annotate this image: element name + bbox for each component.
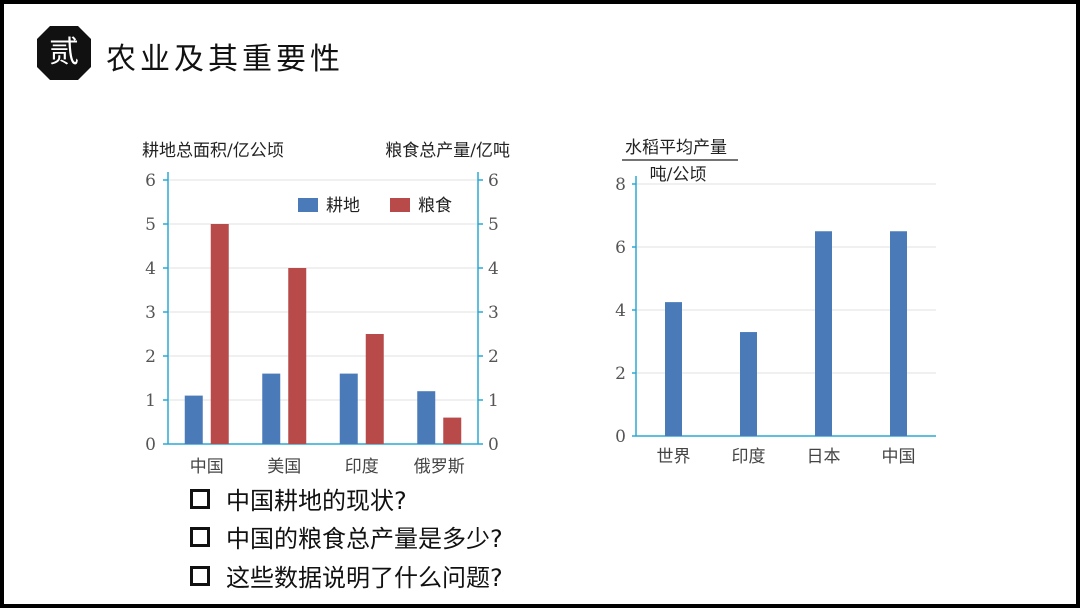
y-tick-label: 8 — [615, 175, 626, 195]
x-tick-label: 美国 — [267, 457, 301, 477]
section-number: 贰 — [49, 35, 79, 70]
x-tick-label: 俄罗斯 — [414, 457, 465, 477]
x-tick-label: 中国 — [882, 447, 916, 467]
bar-rice-yield — [740, 332, 757, 436]
question-text: 中国的粮食总产量是多少? — [226, 525, 503, 553]
checkbox-icon — [190, 565, 210, 586]
y-tick-label: 2 — [615, 364, 626, 384]
y-tick-label: 2 — [145, 347, 156, 367]
section-badge-icon — [37, 26, 91, 80]
y-tick-label: 6 — [615, 238, 626, 258]
x-tick-label: 印度 — [732, 447, 766, 467]
question-item: 这些数据说明了什么问题? — [190, 558, 503, 593]
page-title: 农业及其重要性 — [106, 42, 344, 77]
bar-rice-yield — [665, 302, 682, 436]
bar-farmland — [417, 391, 436, 444]
checkbox-icon — [190, 488, 210, 509]
slide: 贰 农业及其重要性 0 0 1 1 2 2 3 3 4 4 5 5 6 6 耕地总面积/亿公顷 粮食总产量/亿… — [4, 4, 1076, 604]
y-right-tick-label: 3 — [488, 303, 499, 323]
y-right-tick-label: 4 — [488, 259, 499, 279]
bar-rice-yield — [815, 231, 832, 436]
legend-label: 耕地 — [326, 196, 360, 216]
y-axis-label-bottom: 吨/公顷 — [650, 165, 707, 185]
question-item: 中国耕地的现状? — [190, 481, 407, 516]
bar-grain — [210, 224, 229, 444]
x-tick-label: 日本 — [807, 447, 841, 467]
y-tick-label: 3 — [145, 303, 156, 323]
x-tick-label: 世界 — [657, 447, 691, 467]
bar-farmland — [339, 373, 358, 444]
y-axis-label-top: 水稻平均产量 — [625, 138, 727, 158]
legend-swatch — [390, 198, 410, 212]
y-right-tick-label: 6 — [488, 171, 499, 191]
y-axis-left-label: 耕地总面积/亿公顷 — [142, 141, 284, 161]
y-right-tick-label: 2 — [488, 347, 499, 367]
y-right-tick-label: 1 — [488, 391, 499, 411]
x-tick-label: 中国 — [190, 457, 224, 477]
bar-grain — [288, 268, 307, 444]
y-tick-label: 6 — [145, 171, 156, 191]
bar-farmland — [262, 373, 281, 444]
x-tick-label: 印度 — [345, 457, 379, 477]
legend-label: 粮食 — [418, 196, 452, 216]
y-right-tick-label: 5 — [488, 215, 499, 235]
question-text: 中国耕地的现状? — [226, 487, 407, 515]
checkbox-icon — [190, 526, 210, 547]
y-axis-right-label: 粮食总产量/亿吨 — [385, 141, 510, 161]
y-tick-label: 0 — [145, 435, 156, 455]
bar-rice-yield — [890, 231, 907, 436]
y-tick-label: 0 — [615, 427, 626, 447]
y-tick-label: 4 — [615, 301, 626, 321]
question-item: 中国的粮食总产量是多少? — [190, 519, 503, 554]
bar-farmland — [184, 395, 203, 444]
question-text: 这些数据说明了什么问题? — [226, 564, 503, 592]
bar-grain — [365, 334, 384, 444]
y-right-tick-label: 0 — [488, 435, 499, 455]
y-tick-label: 5 — [145, 215, 156, 235]
bar-grain — [443, 417, 462, 444]
y-tick-label: 1 — [145, 391, 156, 411]
legend-swatch — [298, 198, 318, 212]
y-tick-label: 4 — [145, 259, 156, 279]
